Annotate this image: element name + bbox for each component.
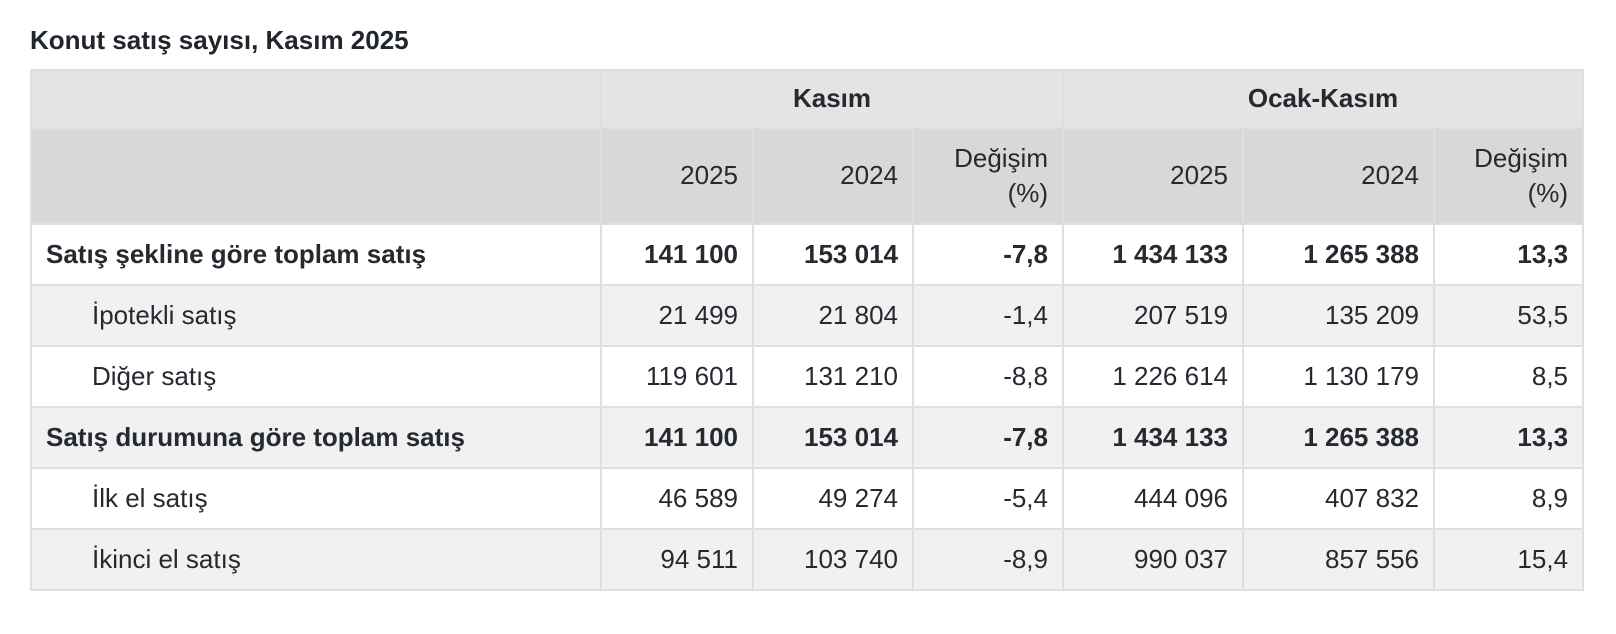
- cell-kasim-change: -5,4: [912, 466, 1064, 530]
- table-row: Satış durumuna göre toplam satış 141 100…: [30, 405, 1585, 469]
- column-group-row: Kasım Ocak-Kasım: [30, 68, 1585, 129]
- cell-ocak-2025: 1 434 133: [1062, 222, 1244, 286]
- cell-ocak-2025: 207 519: [1062, 283, 1244, 347]
- table-header: Kasım Ocak-Kasım 2025 2024 Değişim (%) 2…: [30, 68, 1585, 225]
- table-row: İkinci el satış 94 511 103 740 -8,9 990 …: [30, 527, 1585, 591]
- row-label: Satış durumuna göre toplam satış: [30, 405, 602, 469]
- cell-kasim-2025: 21 499: [600, 283, 754, 347]
- header-spacer-cell: [30, 68, 602, 129]
- cell-ocak-2024: 1 265 388: [1242, 405, 1435, 469]
- row-label: İpotekli satış: [30, 283, 602, 347]
- cell-ocak-change: 13,3: [1432, 405, 1585, 469]
- header-spacer-cell: [30, 126, 602, 225]
- table-row: Satış şekline göre toplam satış 141 100 …: [30, 222, 1585, 286]
- cell-ocak-2024: 135 209: [1242, 283, 1435, 347]
- cell-ocak-2024: 407 832: [1242, 466, 1435, 530]
- cell-kasim-2024: 131 210: [752, 344, 914, 408]
- cell-ocak-2025: 1 226 614: [1062, 344, 1244, 408]
- cell-kasim-2025: 141 100: [600, 222, 754, 286]
- cell-ocak-2024: 857 556: [1242, 527, 1435, 591]
- cell-kasim-2024: 153 014: [752, 222, 914, 286]
- cell-ocak-change: 53,5: [1432, 283, 1585, 347]
- cell-kasim-change: -7,8: [912, 405, 1064, 469]
- cell-kasim-2024: 49 274: [752, 466, 914, 530]
- cell-ocak-2025: 990 037: [1062, 527, 1244, 591]
- table-row: İlk el satış 46 589 49 274 -5,4 444 096 …: [30, 466, 1585, 530]
- cell-ocak-change: 13,3: [1432, 222, 1585, 286]
- column-header-kasim-2024: 2024: [752, 126, 914, 225]
- cell-ocak-2024: 1 265 388: [1242, 222, 1435, 286]
- table-body: Satış şekline göre toplam satış 141 100 …: [30, 222, 1585, 591]
- cell-kasim-2025: 141 100: [600, 405, 754, 469]
- column-group-kasim: Kasım: [600, 68, 1064, 129]
- row-label: Diğer satış: [30, 344, 602, 408]
- cell-kasim-2024: 153 014: [752, 405, 914, 469]
- row-label: Satış şekline göre toplam satış: [30, 222, 602, 286]
- column-header-ocak-2024: 2024: [1242, 126, 1435, 225]
- row-label: İkinci el satış: [30, 527, 602, 591]
- cell-kasim-2025: 46 589: [600, 466, 754, 530]
- column-header-kasim-change: Değişim (%): [912, 126, 1064, 225]
- column-group-ocak-kasim: Ocak-Kasım: [1061, 68, 1585, 129]
- cell-kasim-change: -1,4: [912, 283, 1064, 347]
- cell-kasim-2025: 94 511: [600, 527, 754, 591]
- housing-sales-table: Kasım Ocak-Kasım 2025 2024 Değişim (%) 2…: [30, 68, 1585, 591]
- cell-ocak-2025: 444 096: [1062, 466, 1244, 530]
- table-row: İpotekli satış 21 499 21 804 -1,4 207 51…: [30, 283, 1585, 347]
- column-header-ocak-change: Değişim (%): [1432, 126, 1585, 225]
- table-row: Diğer satış 119 601 131 210 -8,8 1 226 6…: [30, 344, 1585, 408]
- column-header-row: 2025 2024 Değişim (%) 2025 2024 Değişim …: [30, 126, 1585, 225]
- cell-kasim-change: -7,8: [912, 222, 1064, 286]
- cell-kasim-2025: 119 601: [600, 344, 754, 408]
- column-header-ocak-2025: 2025: [1062, 126, 1244, 225]
- cell-ocak-change: 8,5: [1432, 344, 1585, 408]
- cell-ocak-2025: 1 434 133: [1062, 405, 1244, 469]
- cell-kasim-change: -8,8: [912, 344, 1064, 408]
- page: Konut satış sayısı, Kasım 2025 Kasım Oca…: [30, 25, 1585, 591]
- cell-ocak-change: 15,4: [1432, 527, 1585, 591]
- row-label: İlk el satış: [30, 466, 602, 530]
- cell-kasim-2024: 103 740: [752, 527, 914, 591]
- cell-ocak-2024: 1 130 179: [1242, 344, 1435, 408]
- cell-kasim-change: -8,9: [912, 527, 1064, 591]
- cell-kasim-2024: 21 804: [752, 283, 914, 347]
- page-title: Konut satış sayısı, Kasım 2025: [30, 25, 409, 55]
- cell-ocak-change: 8,9: [1432, 466, 1585, 530]
- column-header-kasim-2025: 2025: [600, 126, 754, 225]
